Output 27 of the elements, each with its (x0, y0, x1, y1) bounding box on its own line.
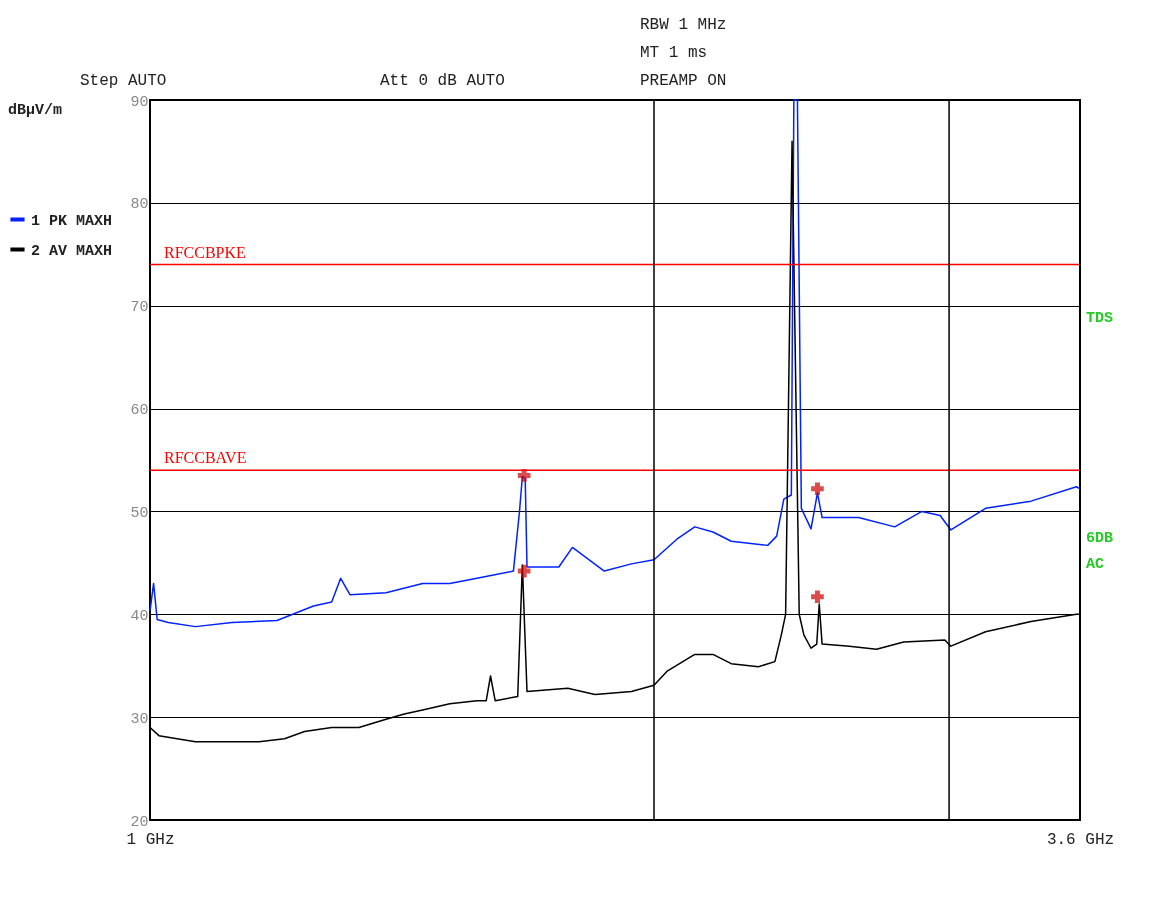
text: Step AUTO (80, 72, 167, 90)
legend-label: 1 PK MAXH (31, 212, 113, 230)
text: RBW 1 MHz (640, 16, 727, 34)
text: TDS (1086, 310, 1114, 327)
y-tick-label: 90 (130, 93, 149, 111)
y-tick-label: 30 (130, 710, 149, 728)
x-tick-label: 3.6 GHz (1046, 830, 1115, 849)
y-tick-label: 40 (130, 607, 149, 625)
ref-line-label: RFCCBPKE (164, 243, 246, 261)
legend-label: 2 AV MAXH (31, 242, 113, 260)
y-tick-label: 60 (130, 402, 149, 420)
ref-line-label: RFCCBAVE (164, 449, 247, 467)
point (811, 482, 824, 496)
y-tick-label: 70 (130, 299, 149, 317)
y-tick-label: 20 (130, 813, 149, 831)
point (517, 564, 531, 578)
y-tick-label: 50 (130, 504, 149, 522)
text: Att 0 dB AUTO (380, 72, 505, 90)
x-tick-label: 1 GHz (126, 830, 175, 849)
text: MT 1 ms (640, 44, 708, 62)
y-axis-title: dBµV/m (8, 102, 63, 119)
y-tick-label: 80 (130, 196, 149, 214)
point (517, 469, 531, 482)
point (811, 590, 824, 604)
text: PREAMP ON (640, 72, 727, 90)
text: AC (1086, 556, 1105, 573)
text: 6DB (1086, 530, 1114, 547)
